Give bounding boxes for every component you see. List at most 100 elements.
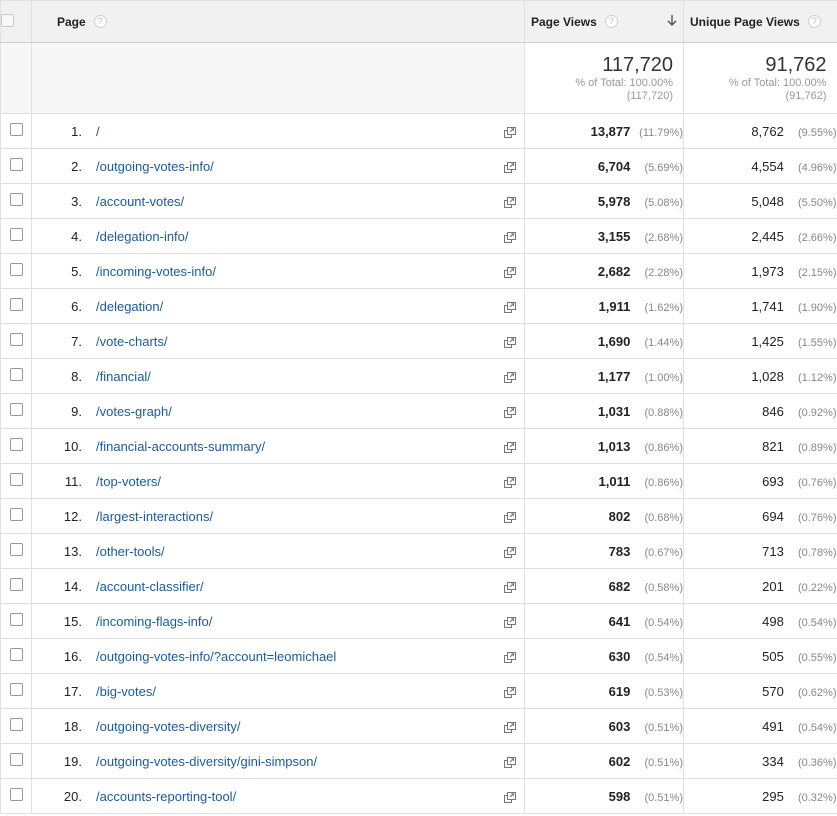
row-checkbox[interactable] xyxy=(9,228,23,241)
row-check-cell xyxy=(0,148,32,184)
row-checkbox[interactable] xyxy=(9,333,23,346)
page-link[interactable]: /outgoing-votes-info/?account=leomichael xyxy=(96,648,337,664)
row-checkbox[interactable] xyxy=(9,578,23,591)
page-link[interactable]: /vote-charts/ xyxy=(96,333,168,349)
page-cell: 14. /account-classifier/ xyxy=(31,568,525,604)
page-link[interactable]: /top-voters/ xyxy=(96,473,162,489)
row-checkbox[interactable] xyxy=(9,368,23,381)
page-link[interactable]: /votes-graph/ xyxy=(96,403,172,419)
unique-page-views-column-label[interactable]: Unique Page Views xyxy=(690,14,800,29)
page-cell: 7. /vote-charts/ xyxy=(31,323,525,359)
unique-page-views-value: 2,445 xyxy=(751,228,784,244)
row-checkbox[interactable] xyxy=(9,613,23,626)
page-views-percent: (0.58%) xyxy=(644,581,683,594)
page-link[interactable]: /incoming-flags-info/ xyxy=(96,613,213,629)
open-in-new-window-icon[interactable] xyxy=(504,511,516,523)
row-checkbox[interactable] xyxy=(9,298,23,311)
page-views-column-label[interactable]: Page Views xyxy=(531,14,597,29)
row-checkbox[interactable] xyxy=(9,648,23,661)
row-checkbox[interactable] xyxy=(9,718,23,731)
row-check-cell xyxy=(0,743,32,779)
page-link[interactable]: /outgoing-votes-diversity/ xyxy=(96,718,241,734)
open-in-new-window-icon[interactable] xyxy=(504,196,516,208)
row-checkbox[interactable] xyxy=(9,683,23,696)
row-checkbox[interactable] xyxy=(9,788,23,801)
row-index: 9. xyxy=(71,403,82,419)
table-row: 7. /vote-charts/ 1,690 (1.44%) 1,425 (1.… xyxy=(0,323,837,359)
page-views-column-header[interactable]: Page Views ? xyxy=(524,0,684,43)
page-views-cell: 1,011 (0.86%) xyxy=(524,463,684,499)
open-in-new-window-icon[interactable] xyxy=(504,581,516,593)
open-in-new-window-icon[interactable] xyxy=(504,546,516,558)
page-views-cell: 13,877 (11.79%) xyxy=(524,113,684,149)
page-link[interactable]: /financial/ xyxy=(96,368,151,384)
page-help-icon[interactable]: ? xyxy=(93,15,107,28)
row-index: 19. xyxy=(63,753,82,769)
row-checkbox[interactable] xyxy=(9,753,23,766)
page-link[interactable]: /delegation-info/ xyxy=(96,228,189,244)
page-link[interactable]: /financial-accounts-summary/ xyxy=(96,438,266,454)
row-checkbox[interactable] xyxy=(9,263,23,276)
open-in-new-window-icon[interactable] xyxy=(504,441,516,453)
open-in-new-window-icon[interactable] xyxy=(504,651,516,663)
page-link[interactable]: /outgoing-votes-diversity/gini-simpson/ xyxy=(96,753,318,769)
page-link[interactable]: /largest-interactions/ xyxy=(96,508,214,524)
open-in-new-window-icon[interactable] xyxy=(504,371,516,383)
page-link[interactable]: /outgoing-votes-info/ xyxy=(96,158,214,174)
unique-page-views-value: 694 xyxy=(762,508,784,524)
page-link[interactable]: /incoming-votes-info/ xyxy=(96,263,216,279)
page-views-value: 682 xyxy=(608,578,631,594)
page-views-percent: (0.68%) xyxy=(644,511,683,524)
table-header-row: Page ? Page Views ? Unique Page Views ? xyxy=(0,0,837,43)
page-link[interactable]: /account-classifier/ xyxy=(96,578,204,594)
row-checkbox[interactable] xyxy=(9,438,23,451)
page-link[interactable]: /other-tools/ xyxy=(96,543,165,559)
unique-page-views-help-icon[interactable]: ? xyxy=(807,15,821,28)
page-link[interactable]: /delegation/ xyxy=(96,298,164,314)
row-index: 1. xyxy=(71,123,82,139)
open-in-new-window-icon[interactable] xyxy=(504,476,516,488)
open-in-new-window-icon[interactable] xyxy=(504,161,516,173)
select-all-checkbox[interactable] xyxy=(1,13,14,27)
page-views-percent: (0.51%) xyxy=(644,721,683,734)
row-checkbox[interactable] xyxy=(9,508,23,521)
page-link[interactable]: /big-votes/ xyxy=(96,683,156,699)
page-cell: 16. /outgoing-votes-info/?account=leomic… xyxy=(31,638,525,674)
open-in-new-window-icon[interactable] xyxy=(504,336,516,348)
unique-page-views-column-header[interactable]: Unique Page Views ? xyxy=(683,0,837,43)
row-checkbox[interactable] xyxy=(9,543,23,556)
row-checkbox[interactable] xyxy=(9,193,23,206)
page-views-percent: (1.44%) xyxy=(644,336,683,349)
open-in-new-window-icon[interactable] xyxy=(504,406,516,418)
row-checkbox[interactable] xyxy=(9,123,23,136)
row-checkbox[interactable] xyxy=(9,403,23,416)
row-check-cell xyxy=(0,323,32,359)
open-in-new-window-icon[interactable] xyxy=(504,721,516,733)
open-in-new-window-icon[interactable] xyxy=(504,686,516,698)
page-link[interactable]: /account-votes/ xyxy=(96,193,185,209)
page-views-help-icon[interactable]: ? xyxy=(604,15,618,28)
table-row: 14. /account-classifier/ 682 (0.58%) 201… xyxy=(0,568,837,604)
unique-page-views-percent: (0.54%) xyxy=(797,616,837,629)
open-in-new-window-icon[interactable] xyxy=(504,756,516,768)
totals-row: 117,720 % of Total: 100.00% (117,720) 91… xyxy=(0,42,837,114)
open-in-new-window-icon[interactable] xyxy=(504,616,516,628)
unique-page-views-percent: (0.62%) xyxy=(797,686,837,699)
unique-page-views-value: 505 xyxy=(762,648,784,664)
row-checkbox[interactable] xyxy=(9,473,23,486)
open-in-new-window-icon[interactable] xyxy=(504,266,516,278)
unique-page-views-value: 5,048 xyxy=(751,193,784,209)
table-row: 20. /accounts-reporting-tool/ 598 (0.51%… xyxy=(0,778,837,814)
open-in-new-window-icon[interactable] xyxy=(504,301,516,313)
open-in-new-window-icon[interactable] xyxy=(504,791,516,803)
page-link[interactable]: / xyxy=(96,123,100,139)
sort-descending-icon[interactable] xyxy=(667,14,677,30)
open-in-new-window-icon[interactable] xyxy=(504,231,516,243)
open-in-new-window-icon[interactable] xyxy=(504,126,516,138)
page-cell: 18. /outgoing-votes-diversity/ xyxy=(31,708,525,744)
page-link[interactable]: /accounts-reporting-tool/ xyxy=(96,788,237,804)
page-views-value: 5,978 xyxy=(597,193,631,209)
row-checkbox[interactable] xyxy=(9,158,23,171)
table-row: 15. /incoming-flags-info/ 641 (0.54%) 49… xyxy=(0,603,837,639)
row-index: 11. xyxy=(64,473,82,489)
